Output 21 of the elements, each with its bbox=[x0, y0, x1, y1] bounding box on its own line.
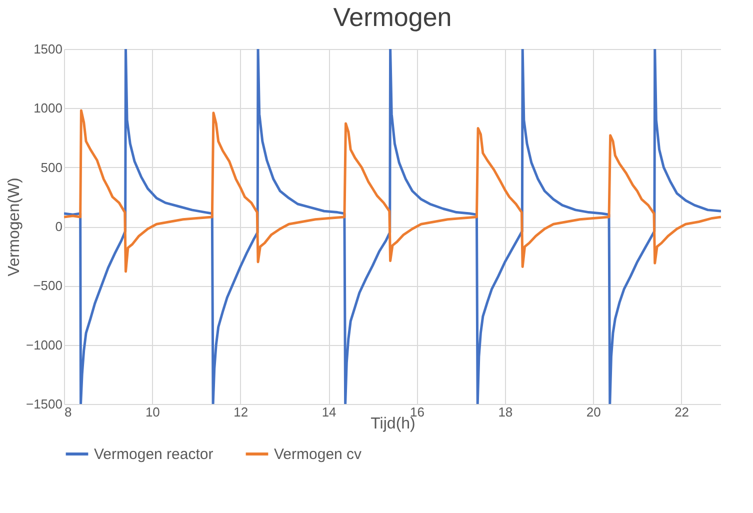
y-tick-label: 500 bbox=[40, 160, 62, 175]
x-tick-label: 20 bbox=[586, 404, 601, 420]
line-series bbox=[64, 49, 721, 404]
x-axis-title: Tijd(h) bbox=[370, 416, 416, 432]
x-tick-label: 12 bbox=[234, 404, 248, 420]
y-tick-label: −1500 bbox=[26, 396, 62, 412]
legend-label: Vermogen reactor bbox=[94, 446, 214, 463]
y-axis-title: Vermogen(W) bbox=[6, 178, 23, 276]
x-tick-label: 8 bbox=[64, 404, 72, 420]
line-series bbox=[64, 109, 721, 273]
x-tick-label: 10 bbox=[145, 404, 160, 420]
y-tick-label: 1500 bbox=[34, 42, 62, 56]
x-tick-label: 18 bbox=[498, 404, 513, 420]
x-tick-label: 14 bbox=[322, 404, 336, 420]
y-tick-label: −500 bbox=[33, 278, 62, 294]
y-tick-label: 1000 bbox=[34, 100, 62, 116]
y-tick-label: 0 bbox=[55, 219, 62, 234]
x-tick-label: 22 bbox=[674, 404, 690, 420]
y-tick-label: −1000 bbox=[26, 337, 62, 352]
chart-title: Vermogen bbox=[333, 2, 452, 32]
legend-label: Vermogen cv bbox=[274, 446, 362, 463]
